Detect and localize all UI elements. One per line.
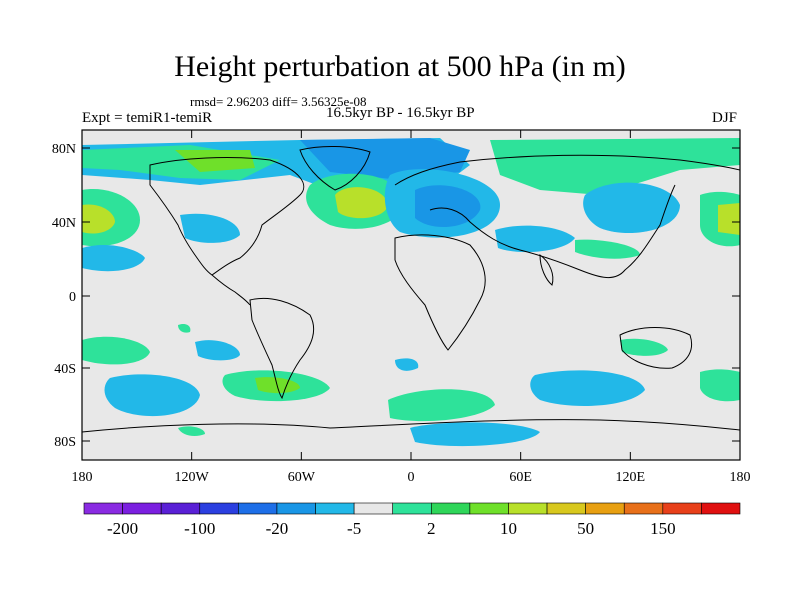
colorbar-swatch [469,502,509,515]
contour-cyan-north-pacific-east [583,182,680,234]
x-axis-ticks: 180 120W 60W 0 60E 120E 180 [72,130,751,485]
colorbar-swatch [276,502,316,515]
coastline-europe-asia [394,154,740,278]
colorbar-label: -20 [266,519,289,538]
x-tick-label: 60W [288,470,316,485]
colorbar-swatch [662,502,702,515]
x-tick-label: 60E [509,470,532,485]
colorbar-swatch [353,502,394,515]
contour-green-australia [620,338,668,356]
contour-cyan-south-atlantic [395,358,419,371]
colorbar-swatch [160,502,201,515]
coastline-north-america [149,157,305,276]
colorbar-labels: -200 -100 -20 -5 2 10 50 150 [107,519,676,538]
period-label: 16.5kyr BP - 16.5kyr BP [326,105,475,121]
colorbar-swatch [430,502,471,515]
contour-green-small-pacific [178,323,191,333]
x-tick-label: 180 [730,470,751,485]
x-tick-label: 180 [72,470,93,485]
colorbar-swatch [238,502,278,515]
y-axis-ticks: 80N 40N 0 40S 80S [52,142,740,450]
colorbar-swatch [392,502,432,515]
colorbar-swatch [701,502,741,515]
y-tick-label: 80N [52,142,76,157]
contour-cyan-south-pacific-2 [104,374,200,417]
contour-green-antarctica-west [178,426,205,436]
x-tick-label: 120E [616,470,646,485]
colorbar-label: 2 [427,519,436,538]
coastlines [82,145,740,433]
colorbar-swatch [122,502,162,515]
contour-cyan-antarctica [410,422,540,447]
colorbar-label: 10 [500,519,517,538]
coastline-india [539,254,554,286]
experiment-label: Expt = temiR1-temiR [82,110,213,126]
coastline-central-america [211,274,251,306]
stats-label: rmsd= 2.96203 diff= 3.56325e-08 [190,94,367,109]
y-tick-label: 0 [69,290,76,305]
contour-cyan-asia [495,225,575,253]
colorbar-swatch [315,502,355,515]
x-tick-label: 0 [408,470,415,485]
y-tick-label: 40S [54,362,76,377]
colorbar-swatch [623,502,664,515]
colorbar [83,502,741,515]
contour-cyan-south-pacific [195,340,240,361]
colorbar-label: -5 [347,519,361,538]
colorbar-swatch [546,502,586,515]
colorbar-swatch [508,502,548,515]
coastline-greenland [299,145,371,191]
contour-green-south-pacific [82,336,150,365]
coastline-australia [619,327,693,369]
colorbar-swatch [585,502,625,515]
contour-green-india [575,239,640,259]
contour-fill-layer [82,138,740,447]
season-label: DJF [712,110,738,126]
x-tick-label: 120W [175,470,210,485]
contour-green-south-east-pacific [700,369,740,402]
contour-green-south-atlantic [388,389,495,422]
contour-green-siberia [490,138,740,195]
colorbar-swatch [83,502,123,515]
colorbar-swatch [199,502,239,515]
contour-cyan-indian-ocean [530,370,645,406]
contour-lime-west-pacific [82,204,115,234]
contour-lime-canada [175,150,255,172]
coastline-africa [394,234,486,351]
colorbar-label: 50 [577,519,594,538]
colorbar-label: -200 [107,519,138,538]
contour-cyan-atlantic [180,213,240,243]
contour-cyan-central-pacific [82,245,145,272]
colorbar-label: -100 [184,519,215,538]
y-tick-label: 40N [52,216,76,231]
coastline-antarctica [82,419,740,433]
colorbar-label: 150 [650,519,676,538]
plot-title: Height perturbation at 500 hPa (in m) [174,50,626,83]
contour-lime-north-atlantic [335,187,388,219]
y-tick-label: 80S [54,435,76,450]
contour-lime-east-pacific [718,203,740,235]
coastline-south-america [249,297,315,400]
